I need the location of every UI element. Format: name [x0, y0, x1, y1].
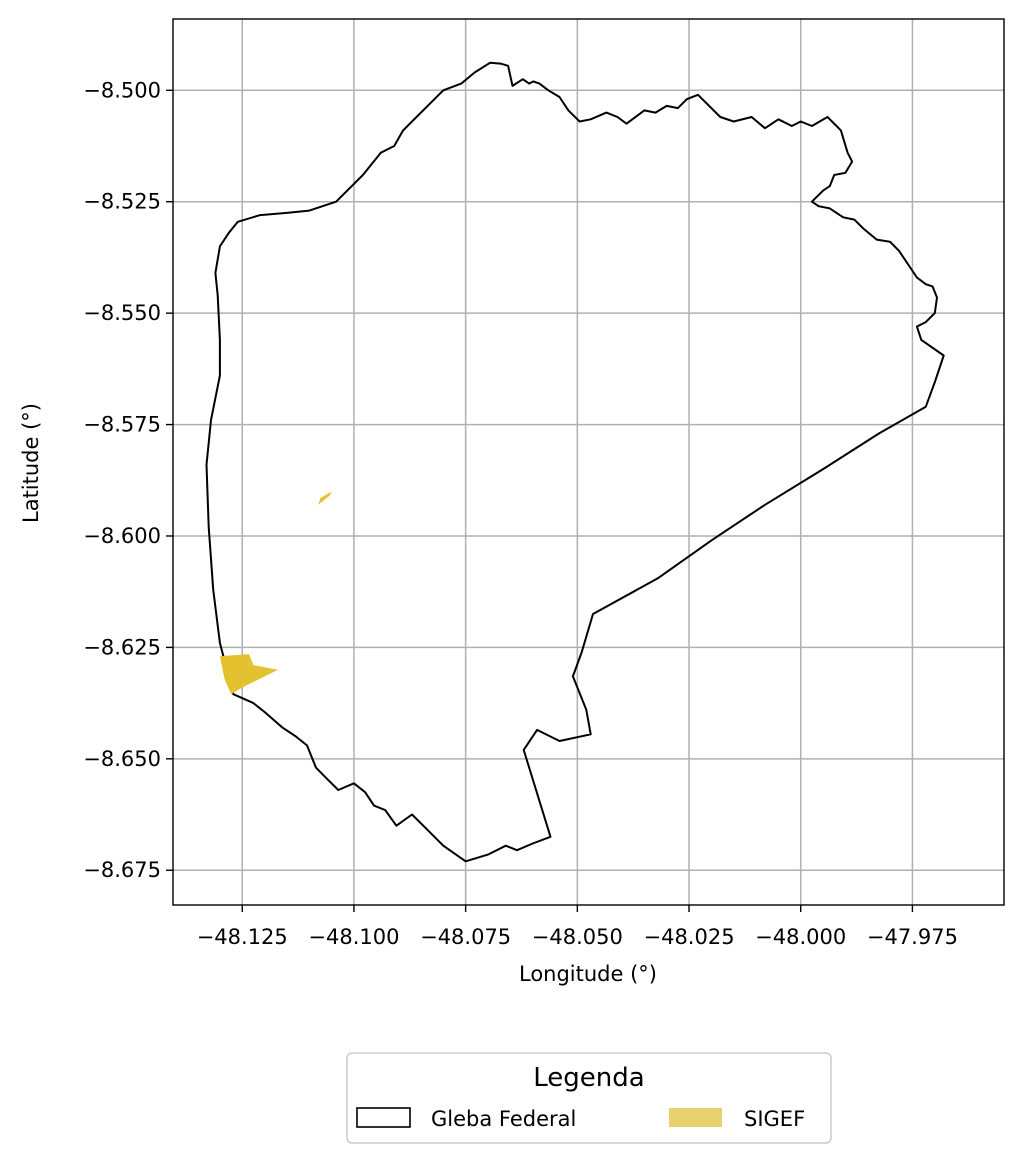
legend-label-gleba-federal: Gleba Federal — [431, 1107, 576, 1131]
plot-frame — [172, 18, 1005, 906]
sigef-parcel — [219, 654, 278, 695]
y-tick-label: −8.575 — [83, 413, 161, 437]
gridlines — [173, 19, 1004, 905]
x-tick-label: −48.050 — [532, 925, 623, 949]
legend-swatch-gleba-federal — [356, 1107, 411, 1128]
legend-swatch-sigef — [669, 1108, 722, 1127]
y-tick-label: −8.500 — [83, 78, 161, 102]
gleba-federal-boundary — [205, 61, 945, 863]
y-tick-label: −8.525 — [83, 190, 161, 214]
x-axis-title: Longitude (°) — [519, 962, 657, 986]
sigef-parcel — [318, 491, 332, 505]
x-tick-label: −48.125 — [197, 925, 288, 949]
x-tick-label: −48.025 — [643, 925, 734, 949]
x-tick-label: −48.075 — [420, 925, 511, 949]
legend-label-sigef: SIGEF — [744, 1107, 805, 1131]
y-axis-title: Latitude (°) — [19, 403, 43, 523]
y-tick-label: −8.550 — [83, 301, 161, 325]
y-tick-label: −8.600 — [83, 524, 161, 548]
legend: Legenda Gleba Federal SIGEF — [346, 1052, 832, 1144]
legend-title: Legenda — [533, 1063, 644, 1093]
y-tick-label: −8.625 — [83, 635, 161, 659]
x-tick-label: −47.975 — [867, 925, 958, 949]
x-tick-label: −48.000 — [755, 925, 846, 949]
y-tick-label: −8.650 — [83, 747, 161, 771]
map-layers — [205, 61, 945, 863]
x-axis-ticks: −48.125 −48.100 −48.075 −48.050 −48.025 −48.0… — [197, 905, 958, 949]
y-axis-ticks: −8.500 −8.525 −8.550 −8.575 −8.600 −8.625 −8.6… — [83, 78, 173, 882]
x-tick-label: −48.100 — [308, 925, 399, 949]
y-tick-label: −8.675 — [83, 858, 161, 882]
